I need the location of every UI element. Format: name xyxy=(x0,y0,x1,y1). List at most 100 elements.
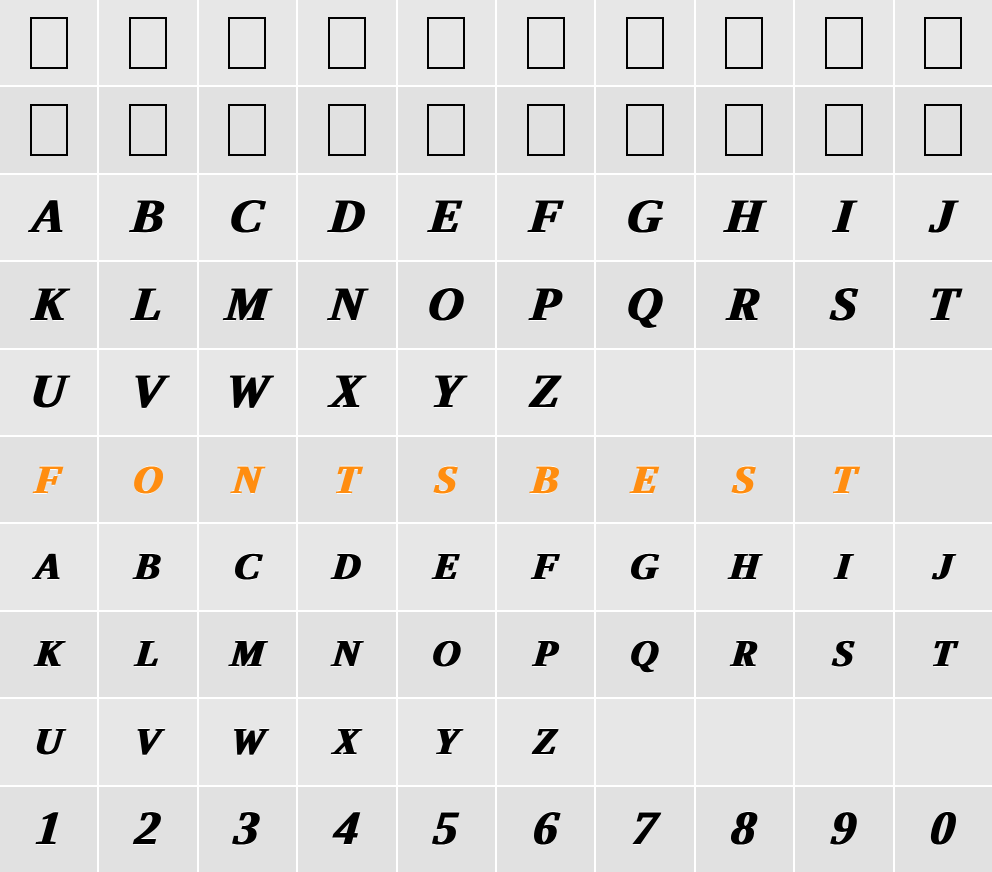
glyph-char: U xyxy=(33,723,64,761)
glyph-char: N xyxy=(231,460,264,500)
glyph-cell: J xyxy=(895,175,992,260)
glyph-cell xyxy=(596,350,693,435)
glyph-char: B xyxy=(130,193,167,241)
glyph-cell: P xyxy=(497,262,594,347)
glyph-char: 1 xyxy=(34,805,63,853)
glyph-char: S xyxy=(831,635,856,673)
glyph-char: W xyxy=(229,723,267,761)
missing-glyph-box xyxy=(328,104,366,156)
glyph-cell xyxy=(895,437,992,522)
glyph-cell xyxy=(795,0,892,85)
glyph-cell: L xyxy=(99,612,196,697)
glyph-cell: 2 xyxy=(99,787,196,872)
missing-glyph-box xyxy=(725,17,763,69)
glyph-cell: 1 xyxy=(0,787,97,872)
glyph-cell: D xyxy=(298,175,395,260)
glyph-char: I xyxy=(832,193,856,241)
glyph-cell xyxy=(0,0,97,85)
glyph-cell: J xyxy=(895,524,992,609)
glyph-cell: U xyxy=(0,350,97,435)
glyph-char: L xyxy=(134,635,161,673)
glyph-cell: T xyxy=(895,262,992,347)
glyph-char: O xyxy=(426,281,466,329)
glyph-cell: I xyxy=(795,524,892,609)
glyph-char: M xyxy=(224,281,272,329)
glyph-cell: A xyxy=(0,175,97,260)
glyph-cell: S xyxy=(795,612,892,697)
glyph-cell xyxy=(895,87,992,172)
glyph-cell: Y xyxy=(398,699,495,784)
glyph-cell xyxy=(696,350,793,435)
glyph-char: Z xyxy=(529,368,563,416)
glyph-cell xyxy=(0,87,97,172)
glyph-char: X xyxy=(328,368,365,416)
glyph-char: A xyxy=(30,193,67,241)
glyph-char: 5 xyxy=(432,805,461,853)
glyph-cell: C xyxy=(199,175,296,260)
glyph-cell: O xyxy=(398,262,495,347)
glyph-char: G xyxy=(625,193,665,241)
glyph-cell: B xyxy=(497,437,594,522)
missing-glyph-box xyxy=(924,17,962,69)
glyph-cell xyxy=(199,0,296,85)
glyph-cell: S xyxy=(696,437,793,522)
glyph-cell: D xyxy=(298,524,395,609)
glyph-char: T xyxy=(333,460,362,500)
glyph-char: O xyxy=(431,635,462,673)
glyph-cell xyxy=(497,87,594,172)
glyph-cell: K xyxy=(0,262,97,347)
glyph-cell: G xyxy=(596,175,693,260)
glyph-char: U xyxy=(29,368,69,416)
glyph-cell: E xyxy=(398,524,495,609)
glyph-char: N xyxy=(327,281,367,329)
glyph-char: E xyxy=(428,193,465,241)
glyph-char: X xyxy=(332,723,361,761)
glyph-char: 9 xyxy=(829,805,858,853)
missing-glyph-box xyxy=(129,17,167,69)
glyph-cell: R xyxy=(696,262,793,347)
glyph-char: R xyxy=(726,281,763,329)
glyph-cell: Q xyxy=(596,612,693,697)
glyph-char: Q xyxy=(625,281,665,329)
glyph-char: R xyxy=(730,635,759,673)
missing-glyph-box xyxy=(228,104,266,156)
glyph-cell xyxy=(795,350,892,435)
glyph-char: F xyxy=(527,193,564,241)
glyph-cell: I xyxy=(795,175,892,260)
glyph-cell xyxy=(497,0,594,85)
glyph-char: S xyxy=(828,281,860,329)
glyph-cell: E xyxy=(596,437,693,522)
glyph-cell: Y xyxy=(398,350,495,435)
glyph-cell xyxy=(795,87,892,172)
missing-glyph-box xyxy=(725,104,763,156)
glyph-char: J xyxy=(932,548,955,586)
glyph-cell xyxy=(298,0,395,85)
glyph-char: S xyxy=(433,460,459,500)
glyph-char: 7 xyxy=(631,805,660,853)
glyph-cell: H xyxy=(696,524,793,609)
glyph-cell: R xyxy=(696,612,793,697)
glyph-cell: H xyxy=(696,175,793,260)
glyph-cell: O xyxy=(398,612,495,697)
missing-glyph-box xyxy=(626,17,664,69)
glyph-char: H xyxy=(723,193,765,241)
glyph-cell: G xyxy=(596,524,693,609)
glyph-cell: V xyxy=(99,699,196,784)
glyph-char: I xyxy=(834,548,853,586)
glyph-char: K xyxy=(34,635,63,673)
glyph-cell: 9 xyxy=(795,787,892,872)
glyph-char: Q xyxy=(629,635,660,673)
glyph-cell: T xyxy=(298,437,395,522)
glyph-char: T xyxy=(830,460,859,500)
glyph-cell: F xyxy=(497,524,594,609)
glyph-cell xyxy=(99,0,196,85)
glyph-cell: X xyxy=(298,699,395,784)
glyph-cell: O xyxy=(99,437,196,522)
missing-glyph-box xyxy=(30,17,68,69)
glyph-char: 8 xyxy=(730,805,759,853)
glyph-cell: T xyxy=(795,437,892,522)
missing-glyph-box xyxy=(527,17,565,69)
glyph-cell: M xyxy=(199,262,296,347)
glyph-cell xyxy=(696,699,793,784)
glyph-cell: N xyxy=(298,612,395,697)
